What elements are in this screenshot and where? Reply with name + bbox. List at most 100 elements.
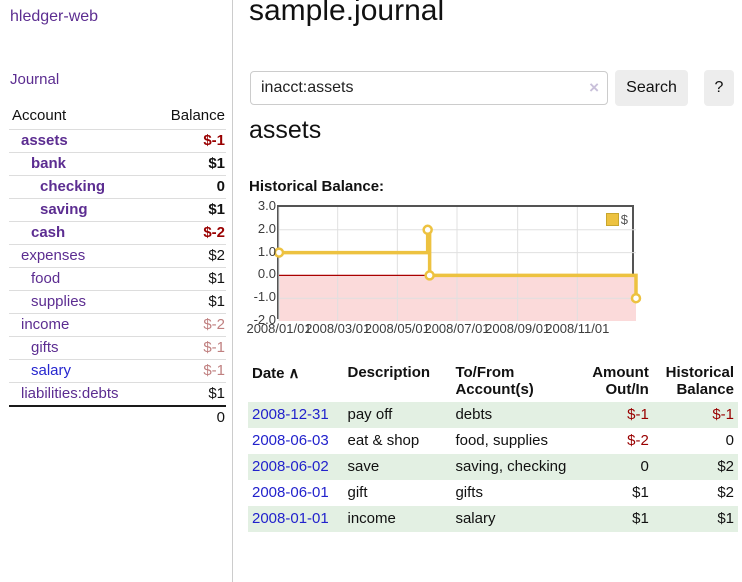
account-row-expenses: expenses $2: [9, 244, 226, 268]
account-link-assets[interactable]: assets: [21, 132, 68, 149]
main-content: sample.journal × Search ? assets Histori…: [246, 0, 742, 582]
account-row-salary: salary $-1: [9, 359, 226, 383]
account-row-cash: cash $-2: [9, 221, 226, 245]
txn-date-link[interactable]: 2008-06-03: [252, 432, 329, 449]
account-row-liabilities-debts: liabilities:debts $1: [9, 382, 226, 406]
txn-amount: $1: [632, 484, 649, 501]
account-balance: $2: [150, 244, 226, 268]
account-link-liabilities-debts[interactable]: liabilities:debts: [21, 385, 119, 402]
x-tick-label: 2008/11/01: [545, 321, 610, 336]
register-row: 2008-06-01 gift gifts $1 $2: [248, 480, 738, 506]
account-link-gifts[interactable]: gifts: [31, 339, 59, 356]
txn-description: save: [347, 458, 380, 475]
x-tick-label: 2008/09/01: [485, 321, 551, 336]
historical-balance-chart: $ 3.0 2.0 1.0 0.0 -1.0 -2.0 2008/01/01 2008/03…: [246, 198, 742, 342]
chart-plot[interactable]: $: [273, 205, 642, 321]
register-col-description: Description: [347, 364, 431, 381]
txn-description: eat & shop: [347, 432, 420, 449]
account-link-bank[interactable]: bank: [31, 155, 67, 172]
account-link-expenses[interactable]: expenses: [21, 247, 86, 264]
txn-balance: $2: [717, 484, 734, 501]
register-col-balance: Historical Balance: [665, 364, 734, 398]
chart-title: Historical Balance:: [249, 178, 385, 195]
accounts-total-row: 0: [9, 405, 226, 429]
accounts-total-value: 0: [150, 405, 226, 429]
txn-date-link[interactable]: 2008-06-01: [252, 484, 329, 501]
txn-balance: $2: [717, 458, 734, 475]
account-row-checking: checking 0: [9, 175, 226, 199]
txn-date-link[interactable]: 2008-01-01: [252, 510, 329, 527]
register-col-date[interactable]: Date ∧: [252, 365, 300, 382]
txn-balance: 0: [725, 432, 734, 449]
register-col-amount: Amount Out/In: [592, 364, 649, 398]
sidebar-item-journal[interactable]: Journal: [10, 71, 60, 88]
y-tick-label: 0.0: [257, 266, 276, 282]
txn-description: pay off: [347, 406, 393, 423]
txn-description: gift: [347, 484, 368, 501]
account-row-income: income $-2: [9, 313, 226, 337]
account-link-checking[interactable]: checking: [40, 178, 106, 195]
txn-accounts: salary: [455, 510, 496, 527]
account-link-income[interactable]: income: [21, 316, 70, 333]
chart-legend: $: [605, 212, 628, 227]
txn-accounts: debts: [455, 406, 493, 423]
account-balance: $1: [150, 152, 226, 176]
account-balance: $1: [150, 198, 226, 222]
account-link-saving[interactable]: saving: [40, 201, 88, 218]
txn-accounts: food, supplies: [455, 432, 549, 449]
y-tick-label: 2.0: [257, 220, 276, 236]
legend-label: $: [620, 212, 628, 227]
txn-balance: $1: [717, 510, 734, 527]
txn-balance: $-1: [712, 406, 734, 423]
txn-amount: $-2: [627, 432, 649, 449]
account-link-salary[interactable]: salary: [31, 362, 72, 379]
txn-accounts: saving, checking: [455, 458, 567, 475]
account-balance: $-1: [150, 129, 226, 153]
search-button[interactable]: Search: [615, 70, 688, 106]
account-row-assets: assets $-1: [9, 129, 226, 153]
txn-amount: $-1: [627, 406, 649, 423]
account-balance: $-2: [150, 313, 226, 337]
accounts-header-row: Account Balance: [9, 104, 226, 130]
account-row-saving: saving $1: [9, 198, 226, 222]
help-button[interactable]: ?: [704, 70, 734, 106]
page-title: sample.journal: [249, 0, 445, 27]
x-tick-label: 2008/07/01: [424, 321, 490, 336]
accounts-col-balance: Balance: [170, 107, 225, 124]
search-form: × Search ?: [250, 70, 740, 106]
txn-description: income: [347, 510, 396, 527]
legend-swatch-icon: [605, 213, 619, 226]
txn-amount: 0: [640, 458, 649, 475]
account-row-gifts: gifts $-1: [9, 336, 226, 360]
y-tick-label: 1.0: [257, 243, 276, 259]
x-tick-label: 2008/03/01: [305, 321, 371, 336]
account-link-supplies[interactable]: supplies: [31, 293, 87, 310]
register-table: Date ∧ Description To/From Account(s) Amo…: [248, 358, 738, 532]
app-brand-link[interactable]: hledger-web: [10, 8, 99, 25]
account-heading: assets: [249, 116, 322, 144]
sort-asc-icon: ∧: [288, 365, 300, 382]
account-row-food: food $1: [9, 267, 226, 291]
account-balance: $-1: [150, 359, 226, 383]
account-row-bank: bank $1: [9, 152, 226, 176]
x-tick-label: 2008/05/01: [364, 321, 430, 336]
register-row: 2008-06-03 eat & shop food, supplies $-2…: [248, 428, 738, 454]
y-tick-label: -2.0: [253, 312, 276, 327]
account-link-cash[interactable]: cash: [31, 224, 66, 241]
register-row: 2008-01-01 income salary $1 $1: [248, 506, 738, 532]
account-balance: $1: [150, 382, 226, 406]
account-balance: $1: [150, 267, 226, 291]
register-row: 2008-06-02 save saving, checking 0 $2: [248, 454, 738, 480]
txn-date-link[interactable]: 2008-06-02: [252, 458, 329, 475]
account-balance: $-1: [150, 336, 226, 360]
account-row-supplies: supplies $1: [9, 290, 226, 314]
sidebar: hledger-web Journal Account Balance asse…: [0, 0, 233, 582]
account-balance: 0: [150, 175, 226, 199]
accounts-col-account: Account: [12, 107, 67, 124]
y-tick-label: -1.0: [253, 289, 276, 305]
register-header-row: Date ∧ Description To/From Account(s) Amo…: [248, 358, 738, 402]
account-link-food[interactable]: food: [31, 270, 61, 287]
search-input[interactable]: [250, 71, 608, 105]
clear-search-icon[interactable]: ×: [589, 78, 599, 97]
txn-date-link[interactable]: 2008-12-31: [252, 406, 329, 423]
